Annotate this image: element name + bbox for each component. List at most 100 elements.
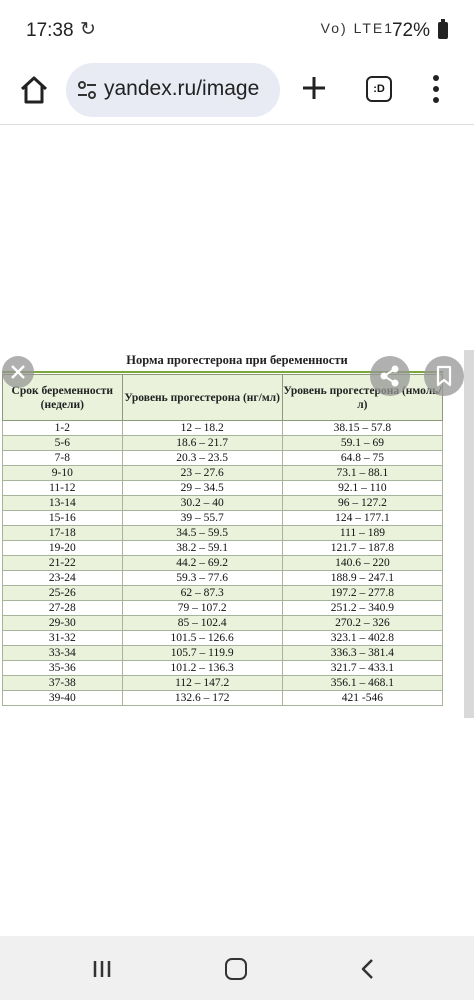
table-row: 17-18 34.5 – 59.5 111 – 189 bbox=[2, 525, 444, 541]
table-row: 9-10 23 – 27.6 73.1 – 88.1 bbox=[2, 465, 444, 481]
cell-nmol-l: 321.7 – 433.1 bbox=[281, 660, 444, 676]
cell-term: 29-30 bbox=[2, 615, 123, 631]
cell-term: 11-12 bbox=[2, 480, 123, 496]
cell-nmol-l: 323.1 – 402.8 bbox=[281, 630, 444, 646]
recent-apps-icon[interactable] bbox=[92, 960, 112, 978]
browser-toolbar: yandex.ru/image :D bbox=[0, 60, 474, 122]
battery-icon bbox=[438, 19, 448, 39]
cell-ng-ml: 29 – 34.5 bbox=[121, 480, 283, 496]
cell-ng-ml: 20.3 – 23.5 bbox=[121, 450, 283, 466]
nav-home-icon[interactable] bbox=[225, 958, 247, 980]
table-row: 29-30 85 – 102.4 270.2 – 326 bbox=[2, 615, 444, 631]
table-row: 37-38 112 – 147.2 356.1 – 468.1 bbox=[2, 675, 444, 691]
address-bar[interactable]: yandex.ru/image bbox=[66, 63, 280, 117]
cell-ng-ml: 18.6 – 21.7 bbox=[121, 435, 283, 451]
share-icon bbox=[380, 365, 399, 387]
more-menu-icon[interactable] bbox=[432, 74, 440, 104]
cell-term: 19-20 bbox=[2, 540, 123, 556]
cell-nmol-l: 64.8 – 75 bbox=[281, 450, 444, 466]
close-icon bbox=[11, 365, 25, 379]
system-nav-bar bbox=[0, 936, 474, 1000]
table-row: 13-14 30.2 – 40 96 – 127.2 bbox=[2, 495, 444, 511]
cell-ng-ml: 12 – 18.2 bbox=[121, 420, 283, 436]
header-nmol-l: Уровень прогестерона (нмоль/л) bbox=[281, 374, 444, 421]
cell-term: 17-18 bbox=[2, 525, 123, 541]
cell-term: 35-36 bbox=[2, 660, 123, 676]
cell-term: 15-16 bbox=[2, 510, 123, 526]
table-row: 5-6 18.6 – 21.7 59.1 – 69 bbox=[2, 435, 444, 451]
cell-ng-ml: 59.3 – 77.6 bbox=[121, 570, 283, 586]
cell-ng-ml: 62 – 87.3 bbox=[121, 585, 283, 601]
image-viewer[interactable]: Норма прогестерона при беременности Срок… bbox=[0, 350, 474, 718]
back-icon[interactable] bbox=[358, 958, 378, 980]
next-image-edge[interactable] bbox=[464, 350, 474, 718]
status-bar: 17:38 ↻ Vo) LTE1 72% bbox=[0, 0, 474, 60]
cell-term: 39-40 bbox=[2, 690, 123, 706]
home-icon[interactable] bbox=[18, 74, 50, 106]
table-row: 15-16 39 – 55.7 124 – 177.1 bbox=[2, 510, 444, 526]
table-row: 19-20 38.2 – 59.1 121.7 – 187.8 bbox=[2, 540, 444, 556]
table-row: 23-24 59.3 – 77.6 188.9 – 247.1 bbox=[2, 570, 444, 586]
cell-ng-ml: 34.5 – 59.5 bbox=[121, 525, 283, 541]
cell-term: 21-22 bbox=[2, 555, 123, 571]
cell-ng-ml: 39 – 55.7 bbox=[121, 510, 283, 526]
bookmark-button[interactable] bbox=[424, 356, 464, 396]
cell-term: 1-2 bbox=[2, 420, 123, 436]
new-tab-icon[interactable] bbox=[300, 74, 328, 102]
cell-nmol-l: 188.9 – 247.1 bbox=[281, 570, 444, 586]
cell-nmol-l: 197.2 – 277.8 bbox=[281, 585, 444, 601]
cell-term: 33-34 bbox=[2, 645, 123, 661]
cell-ng-ml: 23 – 27.6 bbox=[121, 465, 283, 481]
cell-nmol-l: 111 – 189 bbox=[281, 525, 444, 541]
table-row: 31-32 101.5 – 126.6 323.1 – 402.8 bbox=[2, 630, 444, 646]
table-row: 21-22 44.2 – 69.2 140.6 – 220 bbox=[2, 555, 444, 571]
table-row: 25-26 62 – 87.3 197.2 – 277.8 bbox=[2, 585, 444, 601]
cell-term: 9-10 bbox=[2, 465, 123, 481]
cell-term: 13-14 bbox=[2, 495, 123, 511]
table-row: 39-40 132.6 – 172 421 -546 bbox=[2, 690, 444, 706]
cell-ng-ml: 79 – 107.2 bbox=[121, 600, 283, 616]
tabs-switcher-icon[interactable]: :D bbox=[366, 76, 392, 102]
table-row: 27-28 79 – 107.2 251.2 – 340.9 bbox=[2, 600, 444, 616]
table-row: 35-36 101.2 – 136.3 321.7 – 433.1 bbox=[2, 660, 444, 676]
signal-indicator: Vo) LTE1 bbox=[320, 20, 394, 36]
cell-term: 37-38 bbox=[2, 675, 123, 691]
cell-ng-ml: 38.2 – 59.1 bbox=[121, 540, 283, 556]
cell-nmol-l: 140.6 – 220 bbox=[281, 555, 444, 571]
cell-ng-ml: 101.2 – 136.3 bbox=[121, 660, 283, 676]
table-row: 1-2 12 – 18.2 38.15 – 57.8 bbox=[2, 420, 444, 436]
cell-nmol-l: 356.1 – 468.1 bbox=[281, 675, 444, 691]
close-button[interactable] bbox=[2, 356, 34, 388]
cell-ng-ml: 132.6 – 172 bbox=[121, 690, 283, 706]
site-settings-icon[interactable] bbox=[76, 79, 98, 101]
cell-term: 7-8 bbox=[2, 450, 123, 466]
cell-nmol-l: 59.1 – 69 bbox=[281, 435, 444, 451]
notification-icon: ↻ bbox=[80, 19, 96, 40]
cell-term: 23-24 bbox=[2, 570, 123, 586]
cell-nmol-l: 121.7 – 187.8 bbox=[281, 540, 444, 556]
cell-ng-ml: 30.2 – 40 bbox=[121, 495, 283, 511]
table-row: 7-8 20.3 – 23.5 64.8 – 75 bbox=[2, 450, 444, 466]
header-ng-ml: Уровень прогестерона (нг/мл) bbox=[121, 374, 283, 421]
cell-ng-ml: 44.2 – 69.2 bbox=[121, 555, 283, 571]
cell-ng-ml: 112 – 147.2 bbox=[121, 675, 283, 691]
cell-nmol-l: 270.2 – 326 bbox=[281, 615, 444, 631]
cell-nmol-l: 124 – 177.1 bbox=[281, 510, 444, 526]
cell-nmol-l: 251.2 – 340.9 bbox=[281, 600, 444, 616]
url-text[interactable]: yandex.ru/image bbox=[104, 77, 260, 100]
battery-percent: 72% bbox=[391, 20, 430, 41]
cell-ng-ml: 85 – 102.4 bbox=[121, 615, 283, 631]
share-button[interactable] bbox=[370, 356, 410, 396]
cell-term: 31-32 bbox=[2, 630, 123, 646]
status-time: 17:38 bbox=[26, 20, 74, 41]
cell-nmol-l: 421 -546 bbox=[281, 690, 444, 706]
progesterone-table: Срок беременности (недели) Уровень проге… bbox=[2, 374, 444, 706]
cell-nmol-l: 96 – 127.2 bbox=[281, 495, 444, 511]
cell-nmol-l: 73.1 – 88.1 bbox=[281, 465, 444, 481]
table-row: 11-12 29 – 34.5 92.1 – 110 bbox=[2, 480, 444, 496]
cell-term: 5-6 bbox=[2, 435, 123, 451]
cell-nmol-l: 38.15 – 57.8 bbox=[281, 420, 444, 436]
cell-ng-ml: 105.7 – 119.9 bbox=[121, 645, 283, 661]
table-row: 33-34 105.7 – 119.9 336.3 – 381.4 bbox=[2, 645, 444, 661]
toolbar-divider bbox=[0, 124, 474, 125]
